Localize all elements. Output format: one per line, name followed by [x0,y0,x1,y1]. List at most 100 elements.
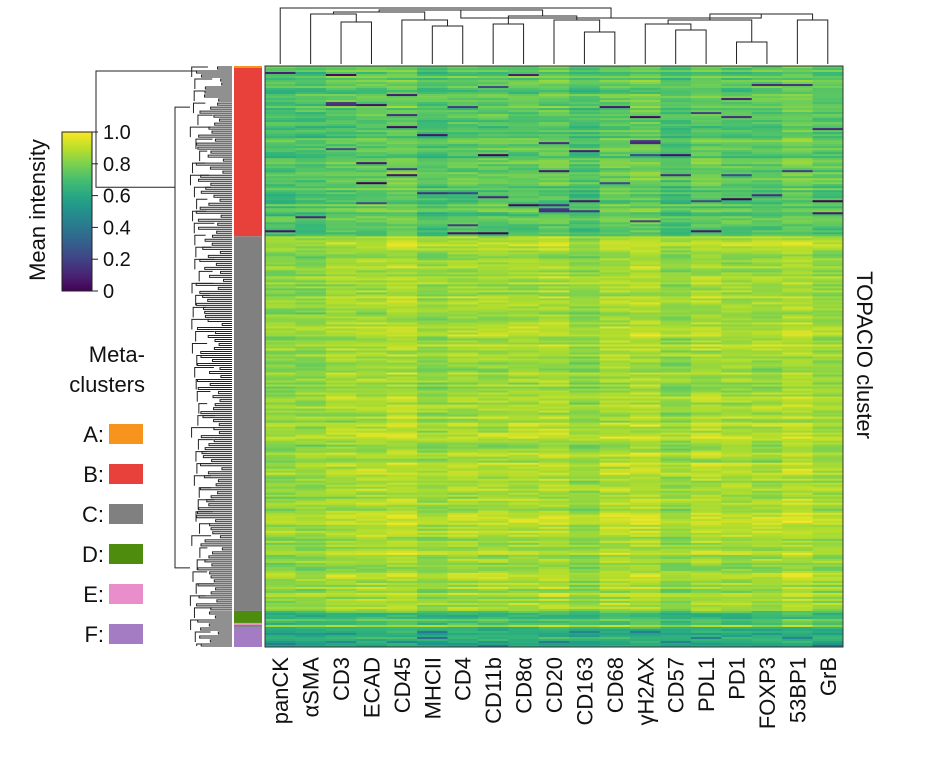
heatmap-cell [265,262,296,265]
heatmap-cell [325,334,357,337]
heatmap-cell [812,412,844,415]
heatmap-cell [447,200,479,203]
heatmap-cell [447,422,479,426]
heatmap-cell [356,388,388,391]
heatmap-cell [538,162,570,165]
heatmap-cell [265,426,296,430]
heatmap-cell [630,214,661,217]
heatmap-cell [630,472,661,476]
heatmap-cell [508,564,540,568]
heatmap-cell [386,198,418,201]
heatmap-cell [812,350,844,353]
dendrogram-link [200,354,232,359]
heatmap-cell [325,358,357,361]
heatmap-cell [721,218,753,221]
dendrogram-link [200,463,232,467]
heatmap-cell [599,444,631,448]
heatmap-cell [569,474,601,478]
heatmap-cell [295,330,327,333]
heatmap-cell [325,100,357,103]
heatmap-cell [295,110,327,113]
heatmap-cell [630,510,661,514]
heatmap-cell [690,192,722,195]
heatmap-cell [356,122,388,125]
heatmap-cell [660,176,692,179]
heatmap-cell [386,358,418,361]
heatmap-cell [477,324,509,327]
heatmap-cell [325,458,357,462]
heatmap-cell [569,146,601,149]
heatmap-cell [386,112,418,115]
heatmap-cell [356,376,388,379]
heatmap-cell [417,544,448,548]
heatmap-cell [417,282,448,285]
heatmap-cell [630,368,661,371]
heatmap-cell [265,154,296,157]
heatmap-cell [265,148,296,151]
heatmap-cell [782,342,813,345]
heatmap-cell [477,142,509,145]
heatmap-cell [812,392,844,395]
heatmap-cell [599,216,631,219]
heatmap-cell [630,488,661,492]
heatmap-cell [538,470,570,474]
heatmap-cell [782,296,813,299]
heatmap-cell [751,170,783,173]
heatmap-cell [477,410,509,413]
heatmap-cell [417,168,448,171]
heatmap-cell [569,562,601,566]
heatmap-cell [569,428,601,432]
heatmap-cell [782,126,813,129]
heatmap-cell [265,238,296,241]
heatmap-cell [356,510,388,514]
dendrogram-link [189,595,206,606]
heatmap-cell [569,144,601,147]
heatmap-cell [599,256,631,259]
heatmap-cell [660,562,692,566]
heatmap-cell [295,514,327,518]
heatmap-cell [508,506,540,510]
heatmap-cell [325,248,357,251]
heatmap-cell [265,398,296,401]
heatmap-cell [295,278,327,281]
heatmap-cell [417,226,448,229]
heatmap-cell [447,166,479,169]
heatmap-cell [599,516,631,520]
heatmap-cell [599,560,631,564]
heatmap-cell [569,478,601,482]
heatmap-cell [690,422,722,426]
heatmap-cell [477,468,509,472]
heatmap-cell [386,236,418,239]
heatmap-cell [538,402,570,405]
dendrogram-link [202,415,232,419]
heatmap-cell [569,328,601,331]
heatmap-cell [782,506,813,510]
heatmap-cell [812,290,844,293]
heatmap-cell [325,492,357,496]
heatmap-cell [477,242,509,245]
heatmap-cell [447,254,479,257]
heatmap-cell [751,188,783,191]
heatmap-cell [630,212,661,215]
heatmap-cell [538,214,570,217]
heatmap-cell [477,352,509,355]
heatmap-cell [660,358,692,361]
heatmap-cell [477,224,509,227]
heatmap-cell [660,256,692,259]
heatmap-cell [690,352,722,355]
heatmap-cell [477,194,509,197]
heatmap-cell [599,94,631,97]
heatmap-cell [477,118,509,121]
heatmap-cell [325,322,357,325]
heatmap-cell [690,448,722,452]
heatmap-cell [477,488,509,492]
heatmap-cell [447,184,479,187]
heatmap-cell [630,466,661,470]
heatmap-cell [812,440,844,444]
heatmap-cell [660,448,692,452]
heatmap-cell [265,118,296,121]
heatmap-cell [325,150,357,153]
heatmap-cell [477,292,509,295]
heatmap-cell [660,312,692,315]
heatmap-cell [690,410,722,413]
